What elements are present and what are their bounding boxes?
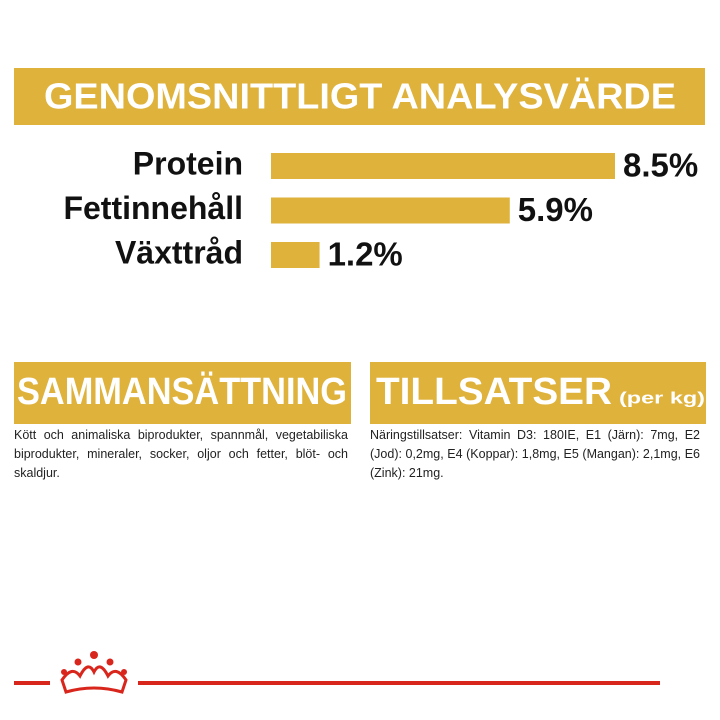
value-label: 8.5%	[623, 147, 698, 184]
composition-text: Kött och animaliska biprodukter, spannmå…	[14, 428, 348, 480]
additives-text: Näringstillsatser: Vitamin D3: 180IE, E1…	[370, 428, 700, 480]
additives-title: TILLSATSER	[376, 371, 612, 413]
additives-unit: (per kg)	[619, 388, 705, 407]
title-banner	[14, 68, 705, 125]
bar	[271, 153, 615, 179]
composition-header	[14, 362, 351, 424]
bar	[271, 197, 510, 224]
value-label: 5.9%	[518, 191, 593, 228]
chart-title: GENOMSNITTLIGT ANALYSVÄRDE	[44, 76, 676, 117]
category-label: Växttråd	[115, 234, 243, 270]
composition-title: SAMMANSÄTTNING	[17, 370, 347, 413]
value-label: 1.2%	[328, 236, 403, 273]
bar	[271, 242, 320, 268]
category-label: Fettinnehåll	[63, 190, 243, 226]
category-label: Protein	[133, 145, 243, 181]
additives-header	[370, 362, 706, 424]
brand-logo	[14, 651, 660, 710]
